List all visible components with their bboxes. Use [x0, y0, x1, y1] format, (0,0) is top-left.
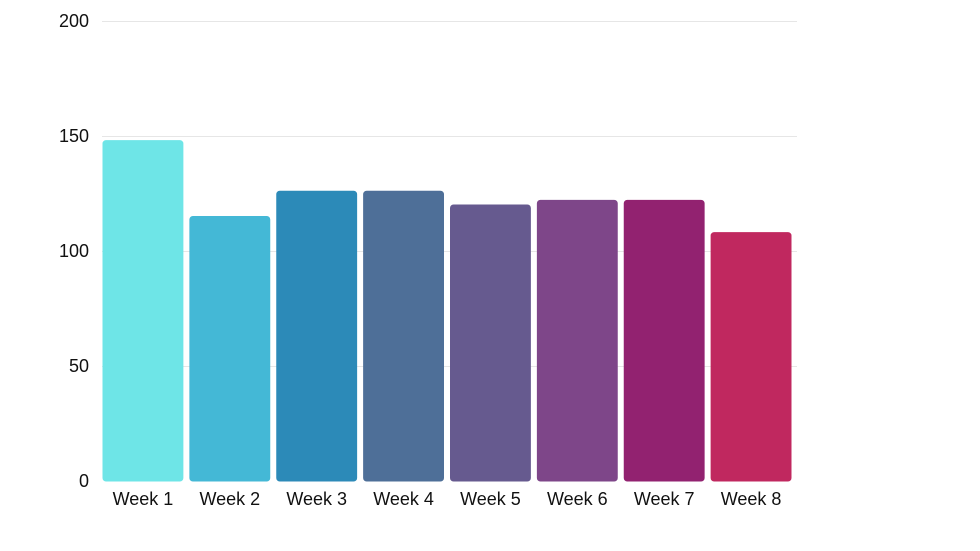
y-tick-label-50: 50 [69, 356, 89, 376]
x-tick-label-week-1: Week 1 [113, 489, 174, 509]
bar-week-8 [710, 232, 792, 482]
x-tick-label-week-2: Week 2 [199, 489, 260, 509]
bar-week-4 [363, 190, 444, 482]
y-tick-label-200: 200 [59, 11, 89, 31]
bar-week-2 [189, 216, 271, 482]
x-tick-label-week-6: Week 6 [547, 489, 608, 509]
bars [102, 140, 792, 482]
x-tick-label-week-5: Week 5 [460, 489, 521, 509]
bar-week-7 [623, 199, 705, 482]
x-axis: Week 1 Week 2 Week 3 Week 4 Week 5 Week 6 Week… [113, 489, 782, 509]
x-tick-label-week-4: Week 4 [373, 489, 434, 509]
y-tick-label-100: 100 [59, 241, 89, 261]
bar-week-1 [102, 140, 184, 482]
y-tick-label-150: 150 [59, 126, 89, 146]
x-tick-label-week-3: Week 3 [286, 489, 347, 509]
x-tick-label-week-7: Week 7 [634, 489, 695, 509]
y-axis: 0 50 100 150 200 [59, 11, 89, 491]
y-tick-label-0: 0 [79, 471, 89, 491]
bar-week-3 [276, 190, 358, 482]
x-tick-label-week-8: Week 8 [721, 489, 782, 509]
bar-week-6 [536, 199, 618, 482]
bar-week-5 [450, 204, 531, 482]
